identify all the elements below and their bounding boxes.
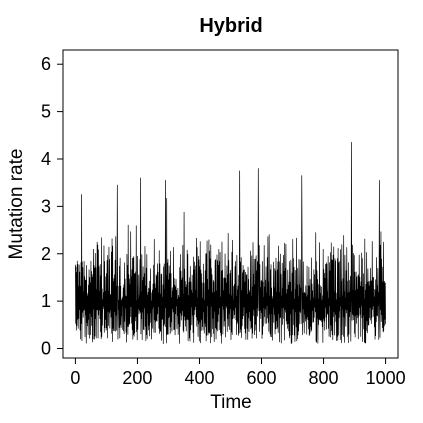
y-tick-label: 1 bbox=[41, 291, 51, 311]
x-tick-label: 400 bbox=[184, 368, 214, 388]
plot-frame bbox=[62, 49, 399, 359]
x-tick-label: 800 bbox=[309, 368, 339, 388]
y-tick-label: 2 bbox=[41, 244, 51, 264]
y-axis: 0 1 2 3 4 5 6 bbox=[41, 54, 63, 359]
x-tick-label: 1000 bbox=[366, 368, 406, 388]
y-tick-label: 4 bbox=[41, 149, 51, 169]
x-tick-label: 200 bbox=[122, 368, 152, 388]
y-tick-label: 0 bbox=[41, 339, 51, 359]
y-axis-title: Mutation rate bbox=[6, 149, 27, 260]
series-line bbox=[75, 142, 386, 345]
x-tick-label: 0 bbox=[70, 368, 80, 388]
series-line-group bbox=[75, 142, 386, 345]
y-tick-label: 3 bbox=[41, 196, 51, 216]
y-tick-label: 6 bbox=[41, 54, 51, 74]
x-axis-title: Time bbox=[210, 392, 252, 413]
x-tick-label: 600 bbox=[246, 368, 276, 388]
x-axis: 0 200 400 600 800 1000 bbox=[70, 358, 406, 388]
y-tick-label: 5 bbox=[41, 102, 51, 122]
chart-title: Hybrid bbox=[199, 15, 262, 37]
